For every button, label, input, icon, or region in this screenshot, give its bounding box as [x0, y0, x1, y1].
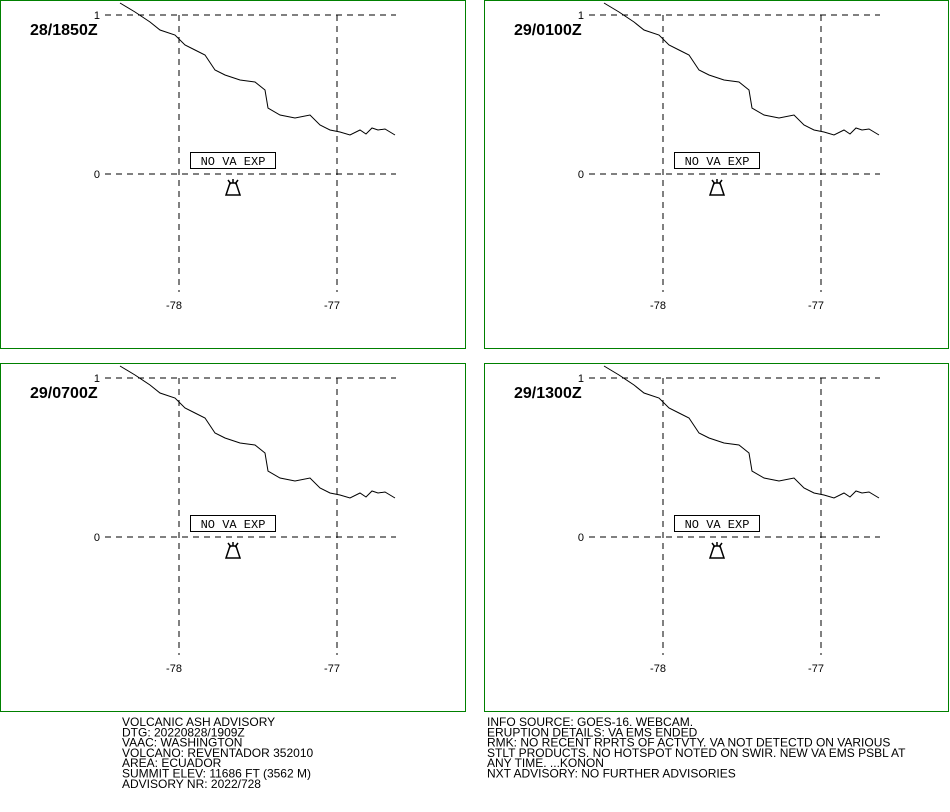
panel-border [0, 363, 466, 712]
valid-time: 29/0700Z [30, 385, 98, 402]
label-box [674, 515, 760, 532]
latitude-label: 1 [578, 373, 584, 385]
ash-label: NO VA EXP [201, 155, 266, 169]
latitude-label: 1 [94, 10, 100, 22]
map-panel: 1 0 -78 -77 29/1300Z NO VA EXP [484, 363, 949, 712]
advisory-line: VAAC: WASHINGTON [122, 736, 242, 750]
advisory-line: DTG: 20220828/1909Z [122, 725, 245, 739]
ash-label: NO VA EXP [685, 518, 750, 532]
advisory-line: SUMMIT ELEV: 11686 FT (3562 M) [122, 767, 311, 781]
coastline [119, 2, 396, 136]
advisory-line: ANY TIME. ...KONON [487, 756, 604, 770]
valid-time: 29/0100Z [514, 22, 582, 39]
advisory-line: ADVISORY NR: 2022/728 [122, 777, 261, 791]
ash-label: NO VA EXP [685, 155, 750, 169]
coastline [603, 365, 880, 499]
label-box [674, 152, 760, 169]
longitude-label: -77 [808, 663, 824, 675]
advisory-line: VOLCANO: REVENTADOR 352010 [122, 746, 314, 760]
panel-border [484, 363, 949, 712]
latitude-label: 1 [94, 373, 100, 385]
latitude-label: 0 [578, 169, 584, 181]
advisory-line: AREA: ECUADOR [122, 756, 222, 770]
ash-label: NO VA EXP [201, 518, 266, 532]
advisory-line: NXT ADVISORY: NO FURTHER ADVISORIES [487, 767, 736, 781]
latitude-label: 0 [94, 532, 100, 544]
label-box [190, 515, 276, 532]
volcano-symbol [224, 542, 242, 559]
longitude-label: -77 [808, 300, 824, 312]
panel-border [0, 0, 466, 349]
advisory-line: STLT PRODUCTS. NO HOTSPOT NOTED ON SWIR.… [487, 746, 906, 760]
latitude-label: 1 [578, 10, 584, 22]
latitude-label: 0 [578, 532, 584, 544]
longitude-label: -78 [650, 663, 666, 675]
valid-time: 29/1300Z [514, 385, 582, 402]
coastline [119, 365, 396, 499]
map-panel: 1 0 -78 -77 29/0700Z NO VA EXP [0, 363, 466, 712]
volcano-symbol [224, 179, 242, 196]
advisory-line: INFO SOURCE: GOES-16. WEBCAM. [487, 715, 693, 729]
latitude-label: 0 [94, 169, 100, 181]
volcano-symbol [708, 542, 726, 559]
advisory-line: RMK: NO RECENT RPRTS OF ACTVTY. VA NOT D… [487, 736, 890, 750]
longitude-label: -78 [166, 300, 182, 312]
volcano-symbol [708, 179, 726, 196]
coastline [603, 2, 880, 136]
advisory-line: VOLCANIC ASH ADVISORY [122, 715, 275, 729]
label-box [190, 152, 276, 169]
map-panel: 1 0 -78 -77 28/1850Z NO VA EXP [0, 0, 466, 349]
longitude-label: -77 [324, 663, 340, 675]
valid-time: 28/1850Z [30, 22, 98, 39]
panel-border [484, 0, 949, 349]
advisory-line: ERUPTION DETAILS: VA EMS ENDED [487, 725, 698, 739]
longitude-label: -78 [650, 300, 666, 312]
longitude-label: -78 [166, 663, 182, 675]
map-panel: 1 0 -78 -77 29/0100Z NO VA EXP [484, 0, 949, 349]
longitude-label: -77 [324, 300, 340, 312]
